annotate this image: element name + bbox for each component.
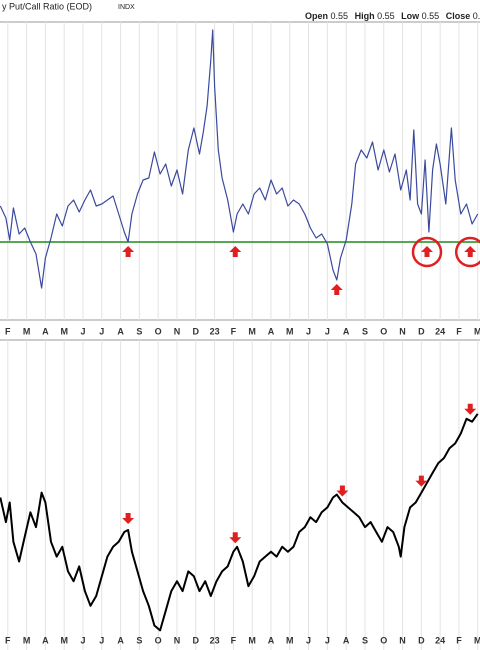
x-tick-label: F: [456, 326, 462, 336]
x-tick-label: A: [343, 326, 350, 336]
series-line: [0, 29, 479, 289]
quote-label: Open: [305, 11, 328, 21]
quote-value: 0.5: [473, 11, 480, 21]
x-tick-label: D: [193, 326, 200, 336]
x-tick-label: F: [5, 326, 11, 336]
x-tick-label: S: [362, 326, 368, 336]
x-tick-label: J: [306, 326, 311, 336]
source: INDX: [118, 4, 135, 11]
signal-arrow: [464, 246, 477, 257]
x-tick-label: 24: [435, 326, 445, 336]
x-tick-label: S: [136, 326, 142, 336]
x-tick-label: A: [268, 326, 275, 336]
x-tick-label: J: [80, 326, 85, 336]
x-tick-label: D: [193, 635, 200, 645]
x-tick-label: M: [474, 326, 480, 336]
x-tick-label: A: [117, 326, 124, 336]
signal-arrow: [229, 246, 242, 257]
signal-arrow: [336, 485, 349, 497]
series-line: [0, 413, 479, 632]
x-tick-label: 23: [210, 326, 220, 336]
quote: Open 0.55 High 0.55 Low 0.55 Close 0.5: [305, 11, 480, 21]
x-tick-label: F: [456, 635, 462, 645]
x-tick-label: D: [418, 326, 425, 336]
signal-arrow: [229, 532, 242, 544]
quote-value: 0.55: [377, 11, 395, 21]
signal-arrow: [330, 284, 343, 295]
signal-arrow: [420, 246, 433, 257]
x-tick-label: M: [286, 326, 294, 336]
x-tick-label: M: [474, 635, 480, 645]
signal-circle: [454, 236, 480, 268]
signal-arrow: [464, 403, 477, 415]
x-tick-label: O: [155, 635, 162, 645]
x-tick-label: A: [42, 326, 49, 336]
x-tick-label: M: [60, 635, 68, 645]
x-tick-label: O: [380, 326, 387, 336]
x-tick-label: M: [23, 635, 31, 645]
x-tick-label: J: [325, 326, 330, 336]
quote-value: 0.55: [331, 11, 349, 21]
x-tick-label: N: [174, 326, 181, 336]
x-tick-label: F: [231, 326, 237, 336]
x-tick-label: N: [399, 635, 406, 645]
x-tick-label: S: [362, 635, 368, 645]
signal-circle: [411, 236, 443, 268]
x-tick-label: F: [231, 635, 237, 645]
x-tick-label: M: [248, 635, 256, 645]
x-tick-label: N: [399, 326, 406, 336]
x-tick-label: M: [60, 326, 68, 336]
x-tick-label: S: [136, 635, 142, 645]
quote-label: High: [355, 11, 375, 21]
x-tick-label: 24: [435, 635, 445, 645]
chart-title: y Put/Call Ratio (EOD): [2, 1, 92, 11]
x-tick-label: D: [418, 635, 425, 645]
x-tick-label: O: [380, 635, 387, 645]
signal-arrow: [122, 246, 135, 257]
x-tick-label: J: [99, 326, 104, 336]
x-tick-label: A: [343, 635, 350, 645]
quote-label: Low: [401, 11, 420, 21]
x-tick-label: O: [155, 326, 162, 336]
x-tick-label: N: [174, 635, 181, 645]
x-tick-label: A: [268, 635, 275, 645]
x-tick-label: J: [306, 635, 311, 645]
plot: [0, 403, 479, 632]
x-tick-label: M: [286, 635, 294, 645]
x-tick-label: J: [325, 635, 330, 645]
quote-label: Close: [446, 11, 471, 21]
x-tick-label: J: [80, 635, 85, 645]
x-tick-label: A: [42, 635, 49, 645]
x-tick-label: F: [5, 635, 11, 645]
x-tick-label: J: [99, 635, 104, 645]
x-tick-label: 23: [210, 635, 220, 645]
plot: [0, 29, 480, 295]
x-tick-label: A: [117, 635, 124, 645]
quote-value: 0.55: [422, 11, 440, 21]
signal-arrow: [415, 475, 428, 487]
x-tick-label: M: [248, 326, 256, 336]
signal-arrow: [122, 512, 135, 524]
x-tick-label: M: [23, 326, 31, 336]
